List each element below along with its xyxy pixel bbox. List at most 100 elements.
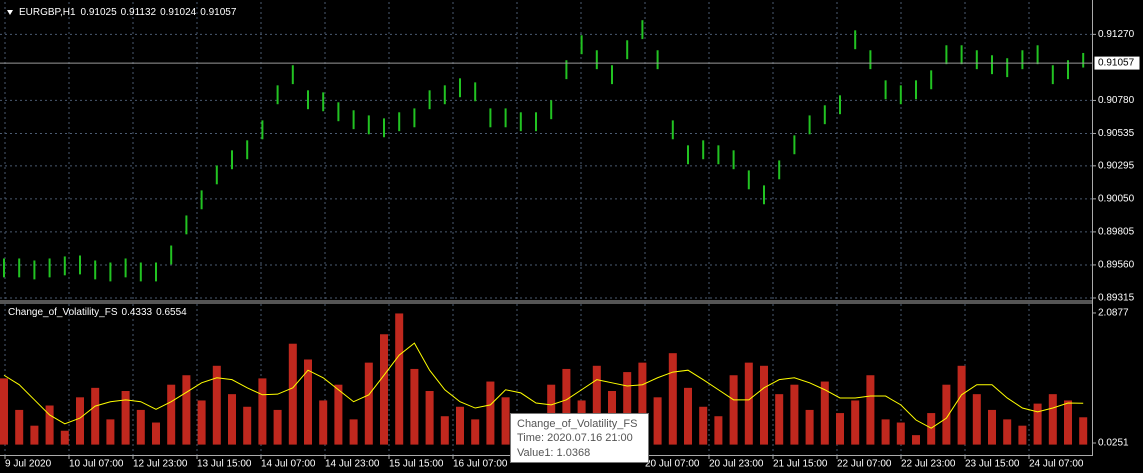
price-bar: [413, 108, 416, 128]
price-bar: [139, 262, 142, 282]
low: 0.91024: [160, 7, 197, 18]
price-bar: [535, 112, 537, 132]
price-bar: [626, 40, 629, 60]
price-bar: [200, 190, 203, 210]
histogram-bar: [684, 387, 692, 445]
histogram-bar: [380, 334, 388, 445]
x-tick-label: 22 Jul 23:00: [901, 459, 956, 470]
price-bar: [231, 150, 233, 170]
histogram-bar: [76, 397, 84, 445]
price-bar: [747, 170, 750, 190]
histogram-bar: [136, 409, 145, 445]
price-bar: [915, 80, 917, 100]
y-tick-label: 0.91270: [1098, 29, 1135, 40]
y-tick-label: 0.0251: [1098, 438, 1129, 449]
histogram-bar: [851, 400, 860, 445]
price-bar: [352, 110, 355, 130]
indicator-value: 0.4333: [122, 307, 153, 318]
y-tick-label: 0.90050: [1098, 194, 1135, 205]
histogram-bar: [486, 381, 495, 445]
y-tick-label: 0.89805: [1098, 227, 1135, 238]
tooltip-value: Value1: 1.0368: [517, 447, 590, 459]
x-tick-label: 14 Jul 07:00: [261, 459, 316, 470]
histogram-bar: [91, 387, 100, 445]
y-tick-label: 0.90295: [1098, 160, 1135, 171]
price-bar: [991, 55, 993, 75]
histogram-bar: [988, 409, 996, 445]
menu-triangle[interactable]: [7, 10, 13, 15]
close: 0.91057: [200, 7, 237, 18]
histogram-bar: [334, 384, 343, 445]
price-bar: [322, 92, 325, 112]
tooltip: Change_of_Volatility_FS Time: 2020.07.16…: [510, 413, 649, 463]
histogram-bar: [881, 419, 890, 445]
histogram-bar: [1048, 394, 1057, 445]
price-bar: [428, 90, 431, 110]
histogram-bar: [592, 365, 601, 445]
signal-line: [3, 342, 1084, 429]
x-tick-label: 16 Jul 07:00: [453, 459, 508, 470]
x-tick-label: 24 Jul 07:00: [1029, 459, 1084, 470]
histogram-bar: [273, 409, 282, 445]
x-tick-label: 20 Jul 07:00: [645, 459, 700, 470]
price-bar: [155, 262, 157, 282]
histogram-bar: [288, 343, 297, 445]
price-bar: [1036, 45, 1039, 65]
histogram-bar: [45, 405, 54, 445]
histogram-bar: [30, 425, 39, 445]
histogram-bar: [1079, 417, 1088, 445]
histogram-bar: [228, 394, 236, 445]
price-bar: [793, 135, 796, 155]
histogram-bar: [972, 394, 981, 445]
price-bar: [550, 100, 553, 120]
price-bar: [3, 258, 5, 278]
histogram-bar: [805, 409, 814, 445]
price-bar: [580, 35, 583, 55]
price-bar: [960, 45, 963, 65]
histogram-bar: [744, 362, 753, 445]
histogram-bar: [638, 362, 647, 445]
price-bar: [763, 185, 765, 205]
histogram-bar: [60, 430, 69, 445]
x-tick-label: 21 Jul 15:00: [773, 459, 828, 470]
histogram-bar: [1003, 419, 1012, 445]
price-bar: [884, 80, 887, 100]
x-tick-label: 10 Jul 07:00: [69, 459, 124, 470]
price-bar: [443, 85, 446, 105]
histogram-bar: [243, 406, 252, 445]
price-bar: [595, 50, 598, 70]
histogram-bar: [395, 313, 404, 445]
price-bar: [489, 108, 492, 128]
tooltip-box: [510, 413, 649, 463]
histogram-bar: [957, 365, 966, 445]
price-bar: [383, 118, 385, 138]
x-tick-label: 23 Jul 15:00: [965, 459, 1020, 470]
indicator-title: Change_of_Volatility_FS: [8, 307, 118, 318]
x-tick-label: 13 Jul 15:00: [197, 459, 252, 470]
price-bar: [519, 112, 522, 132]
price-bar: [671, 120, 674, 140]
high: 0.91132: [121, 7, 157, 18]
price-bar: [945, 45, 948, 65]
price-bar: [930, 70, 933, 90]
price-bar: [899, 85, 902, 105]
x-tick-label: 9 Jul 2020: [5, 459, 52, 470]
histogram-bar: [729, 375, 738, 445]
current-price-box: [1093, 55, 1141, 71]
x-tick-label: 14 Jul 23:00: [325, 459, 380, 470]
price-bar: [611, 65, 613, 85]
price-bar: [48, 258, 51, 278]
histogram-bar: [106, 419, 115, 445]
histogram-bar: [866, 375, 875, 445]
price-bar: [641, 20, 644, 40]
price-bar: [79, 255, 81, 275]
price-bar: [124, 258, 127, 278]
chart-header: EURGBP,H1 0.91025 0.91132 0.91024 0.91057: [19, 7, 237, 18]
histogram-bar: [836, 413, 844, 445]
histogram-bar: [152, 422, 160, 445]
y-tick-label: 0.89315: [1098, 293, 1135, 304]
histogram-bar: [912, 435, 920, 445]
histogram-bar: [349, 419, 358, 445]
price-bar: [1021, 50, 1024, 70]
